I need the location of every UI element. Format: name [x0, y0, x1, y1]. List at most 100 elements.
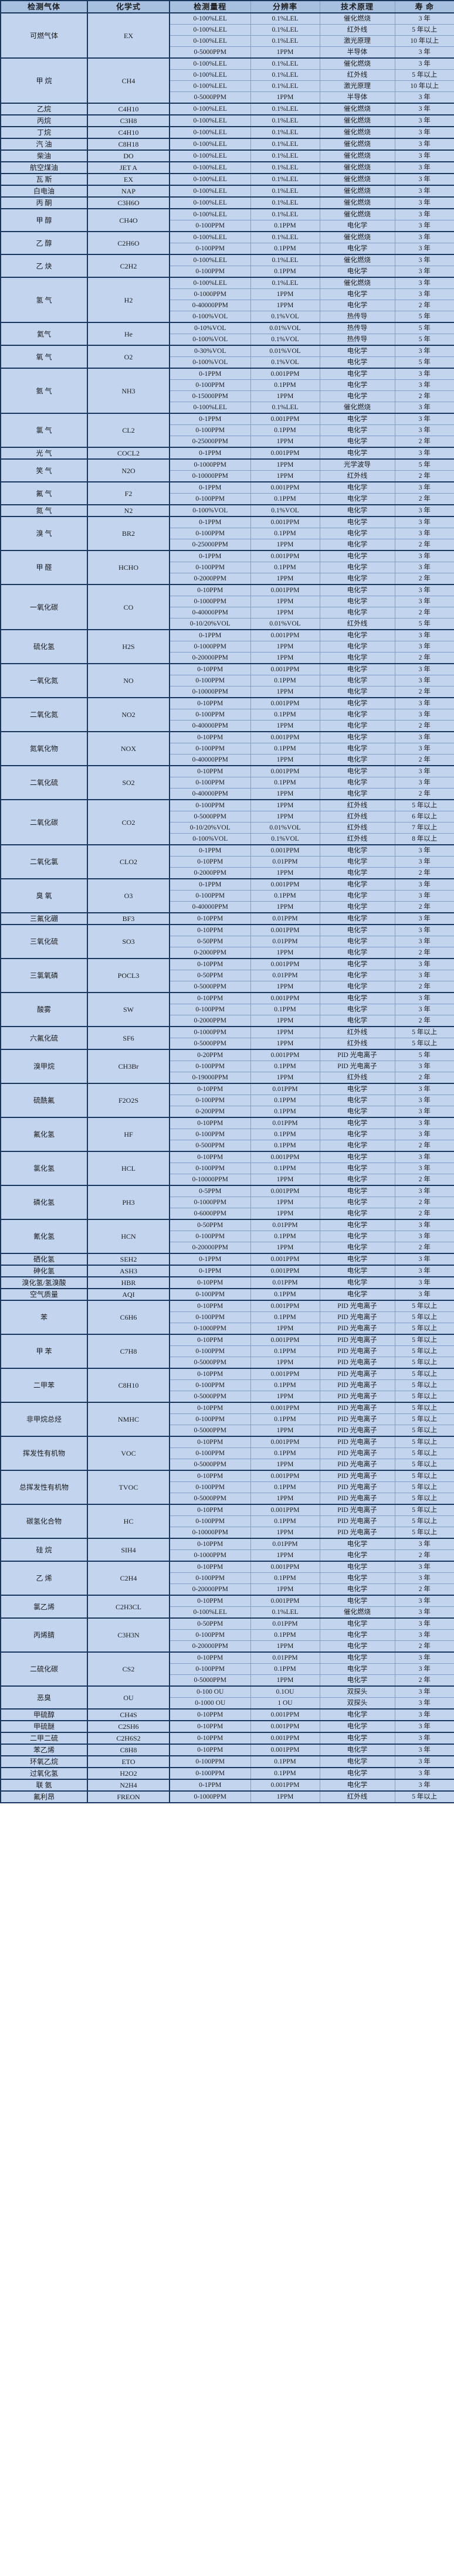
lifespan-cell: 3 年 [394, 1685, 454, 1698]
resolution-cell: 1PPM [250, 641, 320, 653]
technology-cell: 电化学 [319, 288, 395, 300]
technology-cell: 电化学 [319, 1208, 395, 1220]
resolution-cell: 1PPM [250, 1527, 320, 1539]
technology-cell: 催化燃烧 [319, 185, 395, 198]
detection-range-cell: 0-100%LEL [169, 161, 251, 174]
lifespan-cell: 3 年 [394, 596, 454, 607]
detection-range-cell: 0-5000PPM [169, 1357, 251, 1369]
lifespan-cell: 2 年 [394, 1140, 454, 1152]
gas-name-cell: 柴油 [0, 149, 88, 162]
resolution-cell: 0.1%LEL [250, 173, 320, 186]
detection-range-cell: 0-10PPM [169, 1744, 251, 1756]
gas-name-cell: 丙烷 [0, 114, 88, 127]
table-row: 酸雾 SW 0-10PPM 0.001PPM 电化学 3 年 [0, 992, 454, 1027]
resolution-cell: 0.1PPM [250, 743, 320, 755]
lifespan-cell: 2 年 [394, 788, 454, 800]
detection-range-cell: 0-50PPM [169, 970, 251, 981]
lifespan-cell: 3 年 [394, 1061, 454, 1072]
table-row: 0-40000PPM 1PPM 电化学 2 年 [1, 754, 454, 766]
technology-cell: 光学波导 [319, 458, 395, 471]
resolution-cell: 0.1PPM [250, 1095, 320, 1106]
table-row: 甲 醛 HCHO 0-1PPM 0.001PPM 电化学 3 年 [0, 550, 454, 585]
table-row: 一氧化碳 CO 0-10PPM 0.001PPM 电化学 3 年 [0, 584, 454, 630]
technology-cell: PID 光电离子 [319, 1447, 395, 1459]
detection-range-cell: 0-15000PPM [169, 390, 251, 402]
lifespan-cell: 5 年 [394, 618, 454, 630]
table-row: 丙 酮 C3H6O 0-100%LEL 0.1%LEL 催化燃烧 3 年 [0, 196, 454, 209]
resolution-cell: 0.1%LEL [250, 24, 320, 36]
table-row: 三氯氧磷 POCL3 0-10PPM 0.001PPM 电化学 3 年 [0, 958, 454, 993]
table-row: 0-100PPM 0.1PPM 电化学 3 年 [1, 220, 454, 232]
table-row: 二氧化氮 NO2 0-10PPM 0.001PPM 电化学 3 年 [0, 697, 454, 732]
detection-range-cell: 0-10/20%VOL [169, 822, 251, 834]
table-row: 0-5000PPM 1PPM 半导体 3 年 [1, 46, 454, 59]
technology-cell: 电化学 [319, 1779, 395, 1792]
resolution-cell: 1PPM [250, 811, 320, 823]
technology-cell: 电化学 [319, 504, 395, 517]
resolution-cell: 0.001PPM [250, 731, 320, 743]
resolution-cell: 0.001PPM [250, 663, 320, 675]
detection-range-cell: 0-10PPM [169, 1595, 251, 1607]
lifespan-cell: 2 年 [394, 947, 454, 959]
detection-range-cell: 0-10000PPM [169, 470, 251, 482]
table-row: 0-40000PPM 1PPM 电化学 2 年 [1, 901, 454, 913]
table-row: 0-100PPM 0.1PPM PID 光电离子 3 年 [1, 1061, 454, 1072]
table-row: 氮 气 N2 0-100%VOL 0.1%VOL 电化学 3 年 [0, 504, 454, 517]
technology-cell: 电化学 [319, 743, 395, 755]
resolution-cell: 0.1OU [250, 1685, 320, 1698]
technology-cell: 电化学 [319, 1151, 395, 1163]
table-row: 0-40000PPM 1PPM 电化学 2 年 [1, 788, 454, 800]
table-row: 0-100PPM 0.1PPM 电化学 3 年 [1, 1163, 454, 1174]
detection-range-cell: 0-10PPM [169, 765, 251, 777]
chemical-formula-cell: VOC [87, 1436, 170, 1471]
technology-cell: 红外线 [319, 1072, 395, 1084]
table-row: 0-100PPM 0.1PPM 电化学 3 年 [1, 1629, 454, 1641]
lifespan-cell: 3 年 [394, 1538, 454, 1550]
lifespan-cell: 3 年 [394, 1095, 454, 1106]
lifespan-cell: 3 年 [394, 1253, 454, 1266]
lifespan-cell: 5 年以上 [394, 1481, 454, 1493]
table-row: 氰化氢 HCN 0-50PPM 0.01PPM 电化学 3 年 [0, 1219, 454, 1254]
detection-range-cell: 0-20000PPM [169, 652, 251, 664]
detection-range-cell: 0-1000 OU [169, 1697, 251, 1710]
detection-range-cell: 0-5000PPM [169, 1425, 251, 1437]
table-body: 可燃气体 EX 0-100%LEL 0.1%LEL 催化燃烧 3 年 0-100%LEL 0.… [0, 12, 454, 1803]
technology-cell: 电化学 [319, 481, 395, 494]
detection-range-cell: 0-10PPM [169, 1561, 251, 1573]
resolution-cell: 1PPM [250, 799, 320, 811]
technology-cell: 双探头 [319, 1685, 395, 1698]
technology-cell: 电化学 [319, 1720, 395, 1733]
gas-name-cell: 氨 气 [0, 368, 88, 414]
gas-name-cell: 甲 醛 [0, 550, 88, 585]
detection-range-cell: 0-10PPM [169, 1300, 251, 1312]
resolution-cell: 0.1PPM [250, 1231, 320, 1242]
detection-range-cell: 0-100%LEL [169, 12, 251, 25]
lifespan-cell: 5 年以上 [394, 1470, 454, 1482]
technology-cell: 电化学 [319, 243, 395, 255]
chemical-formula-cell: C8H8 [87, 1744, 170, 1756]
table-row: 0-40000PPM 1PPM 电化学 2 年 [1, 607, 454, 618]
chemical-formula-cell: HBR [87, 1276, 170, 1289]
gas-name-cell: 丁烷 [0, 126, 88, 139]
gas-name-cell: 溴甲烷 [0, 1049, 88, 1084]
resolution-cell: 1PPM [250, 390, 320, 402]
chemical-formula-cell: C2H3CL [87, 1595, 170, 1619]
table-row: 0-100%VOL 0.1%VOL 电化学 5 年 [1, 356, 454, 369]
lifespan-cell: 2 年 [394, 493, 454, 505]
detection-range-cell: 0-5000PPM [169, 46, 251, 59]
technology-cell: PID 光电离子 [319, 1311, 395, 1323]
technology-cell: 电化学 [319, 1140, 395, 1152]
technology-cell: 红外线 [319, 799, 395, 811]
detection-range-cell: 0-10PPM [169, 584, 251, 596]
gas-name-cell: 乙烷 [0, 103, 88, 115]
detection-range-cell: 0-5000PPM [169, 1038, 251, 1050]
resolution-cell: 0.001PPM [250, 1470, 320, 1482]
chemical-formula-cell: NAP [87, 185, 170, 198]
chemical-formula-cell: JET A [87, 161, 170, 174]
technology-cell: 电化学 [319, 379, 395, 391]
resolution-cell: 0.1PPM [250, 1140, 320, 1152]
technology-cell: PID 光电离子 [319, 1379, 395, 1391]
technology-cell: 红外线 [319, 24, 395, 36]
table-row: 0-5000PPM 1PPM PID 光电离子 5 年以上 [1, 1391, 454, 1403]
resolution-cell: 0.001PPM [250, 1436, 320, 1448]
